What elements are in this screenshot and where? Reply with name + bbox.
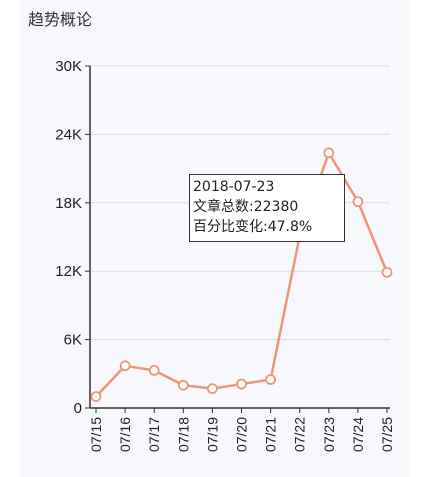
- x-tick-label: 07/20: [234, 417, 250, 452]
- x-tick-label: 07/22: [292, 417, 308, 452]
- x-tick-label: 07/23: [321, 417, 337, 452]
- data-point: [265, 374, 277, 385]
- y-tick-label: 6K: [64, 332, 82, 349]
- y-tick-label: 24K: [55, 126, 82, 143]
- x-tick-label: 07/24: [350, 417, 366, 452]
- data-point: [206, 383, 218, 395]
- tooltip-total: 文章总数:22380: [193, 199, 299, 215]
- data-tooltip: 2018-07-23 文章总数:22380 百分比变化:47.8%: [189, 174, 345, 242]
- x-tick-label: 07/19: [204, 417, 220, 452]
- tooltip-change: 百分比变化:47.8%: [193, 219, 313, 235]
- y-tick-label: 0: [74, 400, 82, 417]
- x-tick-label: 07/16: [117, 417, 133, 452]
- x-tick-label: 07/18: [175, 417, 191, 452]
- y-tick-label: 30K: [55, 58, 82, 75]
- data-point: [352, 196, 364, 208]
- x-tick-label: 07/21: [263, 417, 279, 452]
- x-tick-label: 07/15: [88, 417, 104, 452]
- tooltip-date: 2018-07-23: [193, 179, 275, 195]
- x-tick-label: 07/17: [146, 417, 162, 452]
- panel-title: 趋势概论: [28, 10, 93, 29]
- data-point: [177, 379, 189, 391]
- data-point: [119, 360, 131, 372]
- data-point: [381, 266, 393, 278]
- y-tick-label: 18K: [55, 195, 82, 212]
- data-point: [90, 391, 102, 403]
- x-tick-label: 07/25: [379, 417, 395, 452]
- data-point: [148, 364, 160, 376]
- data-point: [236, 378, 247, 390]
- data-point: [323, 147, 335, 159]
- y-tick-label: 12K: [55, 263, 82, 280]
